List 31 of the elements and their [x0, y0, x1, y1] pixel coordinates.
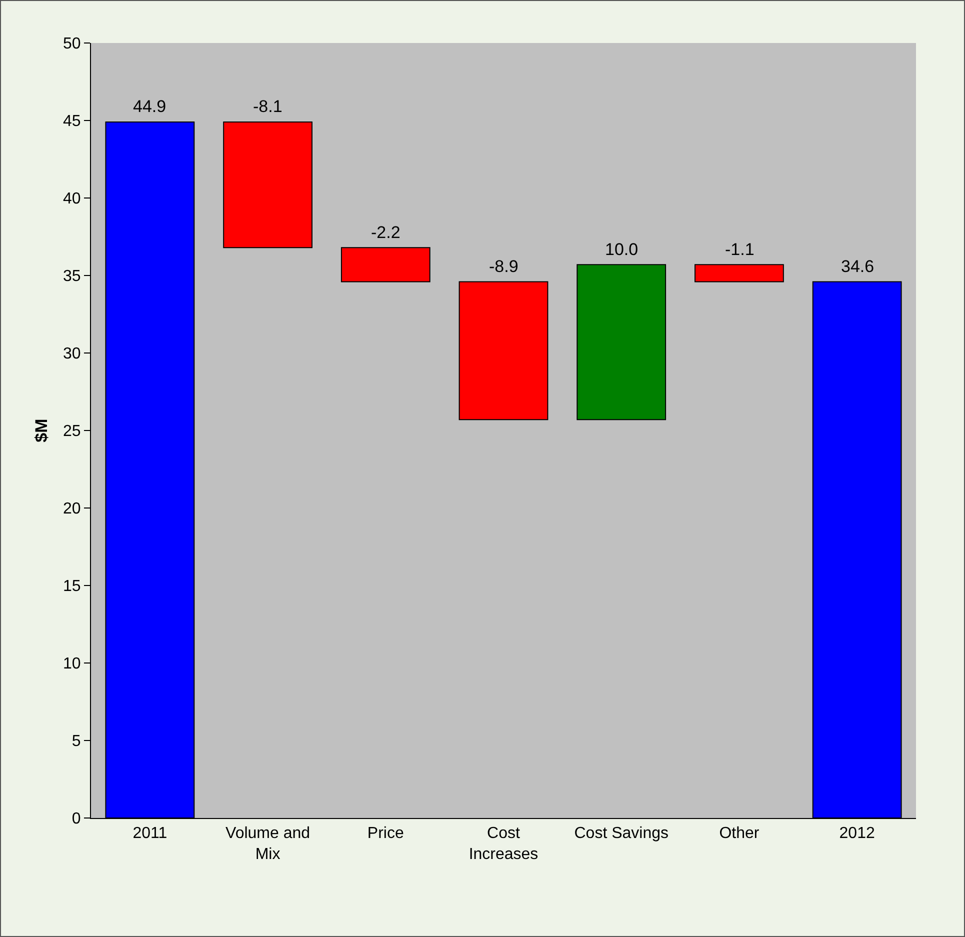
bar [458, 281, 548, 420]
x-tick-label: Volume and Mix [226, 825, 310, 863]
x-tick-label: Price [367, 825, 404, 842]
data-label: 10.0 [605, 240, 638, 259]
y-tick-label: 25 [63, 423, 81, 440]
y-tick-label: 45 [63, 113, 81, 130]
y-tick-label: 40 [63, 190, 81, 208]
bar [223, 122, 312, 248]
y-tick-label: 5 [72, 733, 81, 750]
x-tick-label: 2011 [132, 825, 168, 842]
y-tick-label: 10 [63, 656, 81, 673]
y-tick-label: 35 [63, 268, 81, 286]
x-tick-label: Cost Savings [574, 825, 668, 842]
data-label: -2.2 [371, 223, 400, 242]
data-label: -1.1 [725, 240, 754, 259]
bar [694, 264, 784, 282]
y-tick-label: 50 [63, 36, 81, 53]
data-label: -8.1 [253, 97, 282, 116]
x-tick-label: Cost Increases [468, 825, 538, 863]
y-axis-title: $M [32, 418, 51, 442]
bar [340, 247, 430, 282]
y-tick-label: 30 [63, 346, 81, 363]
x-tick-label: 2012 [839, 825, 875, 842]
y-tick-label: 0 [72, 810, 81, 828]
y-tick-label: 15 [63, 578, 81, 596]
data-label: -8.9 [489, 257, 518, 276]
data-label: 44.9 [133, 97, 166, 116]
data-label: 34.6 [841, 257, 874, 276]
bar [576, 264, 666, 420]
x-tick-label: Other [719, 825, 760, 842]
y-tick-label: 20 [63, 500, 81, 518]
